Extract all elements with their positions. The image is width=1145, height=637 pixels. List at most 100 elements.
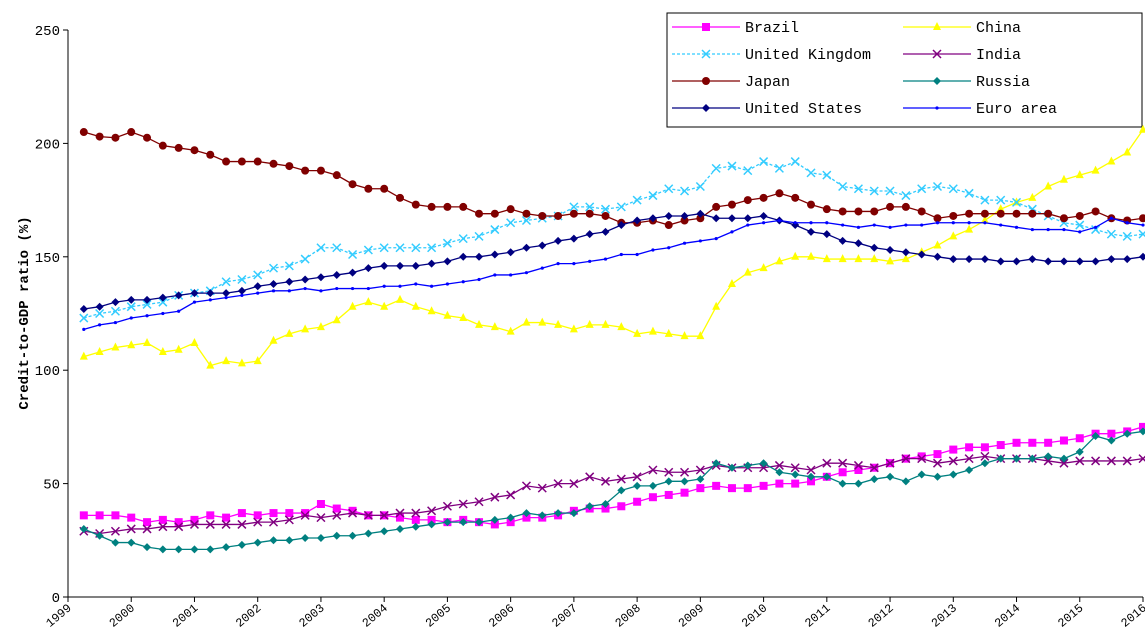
- marker: [825, 221, 829, 225]
- marker: [158, 141, 167, 150]
- marker: [1012, 438, 1021, 447]
- marker: [1011, 197, 1022, 207]
- marker: [395, 524, 404, 533]
- marker: [917, 207, 926, 216]
- marker: [522, 209, 531, 218]
- marker: [727, 161, 737, 171]
- marker: [189, 519, 200, 529]
- marker: [854, 239, 863, 248]
- marker: [1046, 227, 1050, 232]
- marker: [1044, 438, 1053, 447]
- marker: [1059, 257, 1068, 266]
- marker: [996, 441, 1005, 450]
- marker: [395, 513, 404, 522]
- marker: [870, 243, 879, 252]
- marker: [949, 231, 958, 240]
- marker: [1014, 225, 1019, 229]
- marker: [680, 211, 689, 220]
- marker: [554, 236, 563, 245]
- marker: [807, 251, 816, 260]
- marker: [268, 263, 279, 273]
- marker: [395, 261, 404, 270]
- marker: [951, 221, 955, 225]
- marker: [142, 299, 152, 309]
- marker: [442, 501, 452, 511]
- series-line: [83, 455, 1144, 535]
- marker: [1125, 221, 1129, 225]
- marker: [237, 519, 247, 529]
- marker: [268, 517, 279, 527]
- marker: [933, 472, 942, 481]
- marker: [935, 106, 939, 110]
- marker: [648, 191, 658, 201]
- marker: [411, 261, 420, 270]
- marker: [380, 301, 389, 310]
- marker: [664, 328, 673, 337]
- marker: [1091, 225, 1101, 235]
- marker: [965, 209, 974, 218]
- marker: [1075, 211, 1084, 220]
- marker: [522, 509, 531, 518]
- marker: [79, 511, 88, 520]
- marker: [838, 181, 848, 192]
- marker: [696, 331, 705, 340]
- marker: [284, 515, 294, 525]
- marker: [712, 214, 721, 223]
- marker: [174, 518, 183, 527]
- marker: [285, 328, 294, 337]
- marker: [712, 481, 721, 490]
- marker: [838, 254, 847, 263]
- marker: [948, 456, 958, 466]
- marker: [379, 510, 389, 520]
- marker: [222, 513, 231, 522]
- marker: [143, 133, 152, 142]
- marker: [477, 277, 481, 282]
- marker: [743, 267, 752, 276]
- marker: [301, 534, 310, 543]
- marker: [208, 298, 212, 302]
- marker: [1044, 452, 1053, 461]
- marker: [980, 443, 989, 452]
- marker: [111, 342, 120, 351]
- marker: [111, 538, 120, 547]
- marker: [1107, 156, 1116, 165]
- marker: [698, 239, 702, 243]
- marker: [475, 252, 484, 261]
- marker: [206, 545, 215, 554]
- marker: [695, 181, 705, 192]
- marker: [490, 250, 499, 259]
- marker: [459, 518, 468, 527]
- marker: [759, 263, 768, 272]
- marker: [617, 322, 626, 331]
- marker: [158, 293, 167, 302]
- marker: [443, 257, 452, 266]
- marker: [600, 476, 611, 486]
- marker: [569, 479, 579, 489]
- marker: [332, 315, 341, 324]
- marker: [774, 460, 784, 470]
- legend-label: United Kingdom: [745, 47, 871, 64]
- marker: [759, 157, 769, 167]
- marker: [363, 510, 373, 520]
- marker: [853, 460, 863, 470]
- marker: [601, 211, 610, 220]
- marker: [1044, 209, 1053, 218]
- marker: [127, 513, 136, 522]
- marker: [775, 468, 784, 477]
- marker: [793, 221, 797, 225]
- marker: [870, 254, 879, 263]
- marker: [459, 313, 468, 322]
- marker: [935, 221, 940, 225]
- marker: [269, 509, 278, 518]
- marker: [161, 311, 165, 316]
- marker: [79, 524, 88, 533]
- marker: [269, 536, 278, 545]
- marker: [980, 215, 989, 224]
- marker: [791, 251, 800, 260]
- marker: [174, 545, 183, 554]
- marker: [1091, 165, 1100, 174]
- marker: [490, 209, 499, 218]
- marker: [158, 297, 168, 307]
- marker: [585, 230, 594, 239]
